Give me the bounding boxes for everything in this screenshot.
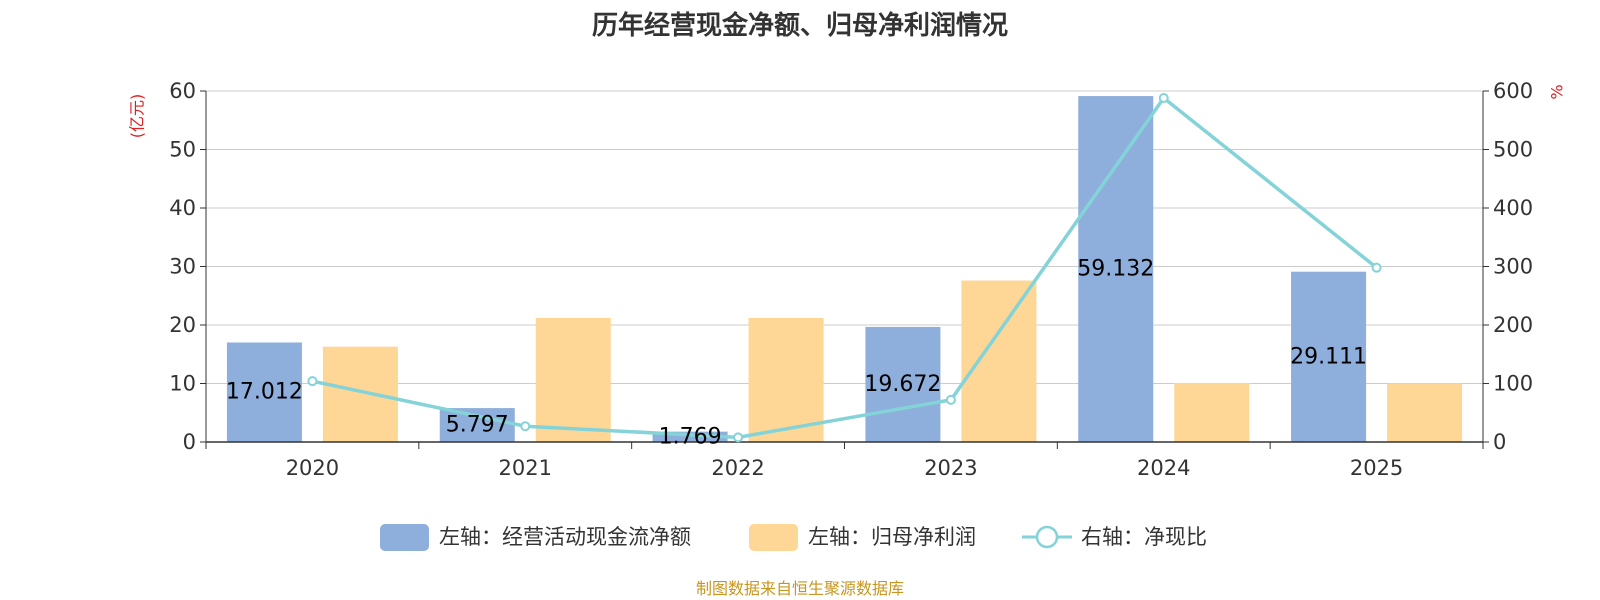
x-tick-label: 2022 (711, 456, 764, 480)
bar-net-profit (1387, 383, 1463, 442)
ratio-point (520, 421, 531, 432)
left-tick-label: 10 (169, 372, 196, 396)
left-tick-label: 20 (169, 313, 196, 337)
legend-marker-ratio (1035, 525, 1059, 549)
ratio-line-path (312, 95, 1378, 440)
left-tick-label: 50 (169, 138, 196, 162)
bars (226, 96, 1463, 443)
data-label: 19.672 (864, 372, 941, 397)
bar-operating-cashflow (865, 326, 941, 442)
right-axis-unit: % (1548, 84, 1567, 99)
legend-label-ratio: 右轴：净现比 (1081, 525, 1207, 549)
bar-net-profit (322, 346, 398, 442)
legend: 左轴：经营活动现金流净额 左轴：归母净利润 右轴：净现比 (380, 524, 1207, 551)
x-tick-label: 2023 (924, 456, 977, 480)
grid (206, 90, 1483, 384)
left-tick-label: 40 (169, 196, 196, 220)
bar-operating-cashflow (652, 431, 728, 442)
data-labels: 17.012 5.797 1.769 19.672 59.132 29.111 (226, 257, 1367, 450)
ratio-point (1158, 93, 1169, 104)
chart-title: 历年经营现金净额、归母净利润情况 (592, 10, 1008, 41)
left-tick-label: 60 (169, 79, 196, 103)
right-tick-label: 400 (1493, 196, 1533, 220)
left-tick-label: 0 (183, 430, 196, 454)
ratio-point (307, 376, 318, 387)
legend-label-net-profit: 左轴：归母净利润 (808, 525, 976, 549)
right-tick-label: 500 (1493, 138, 1533, 162)
bar-operating-cashflow (1078, 96, 1154, 443)
bar-net-profit (1174, 382, 1250, 442)
right-tick-label: 100 (1493, 372, 1533, 396)
data-label: 29.111 (1290, 344, 1367, 369)
ratio-line (307, 93, 1382, 443)
ratio-point (1371, 262, 1382, 273)
x-tick-label: 2020 (286, 456, 339, 480)
right-tick-label: 600 (1493, 79, 1533, 103)
x-tick-label: 2025 (1350, 456, 1403, 480)
data-label: 17.012 (226, 380, 303, 405)
bar-operating-cashflow (439, 408, 515, 442)
right-tick-label: 300 (1493, 255, 1533, 279)
x-tick-label: 2024 (1137, 456, 1190, 480)
source-note: 制图数据来自恒生聚源数据库 (696, 579, 904, 598)
right-tick-label: 0 (1493, 430, 1506, 454)
bar-net-profit (535, 317, 611, 442)
bar-operating-cashflow (226, 342, 302, 442)
data-label: 1.769 (659, 424, 722, 449)
data-label: 59.132 (1077, 257, 1154, 282)
x-tick-label: 2021 (499, 456, 552, 480)
bar-net-profit (961, 280, 1037, 442)
legend-swatch-net-profit (749, 524, 798, 551)
data-label: 5.797 (446, 413, 509, 438)
right-tick-label: 200 (1493, 313, 1533, 337)
legend-label-operating-cashflow: 左轴：经营活动现金流净额 (439, 525, 691, 549)
ratio-point (733, 432, 744, 443)
legend-swatch-operating-cashflow (380, 524, 429, 551)
left-tick-label: 30 (169, 255, 196, 279)
left-axis-unit: (亿元) (128, 94, 147, 139)
ratio-point (945, 394, 956, 405)
bar-operating-cashflow (1291, 271, 1367, 442)
bar-net-profit (748, 317, 824, 442)
